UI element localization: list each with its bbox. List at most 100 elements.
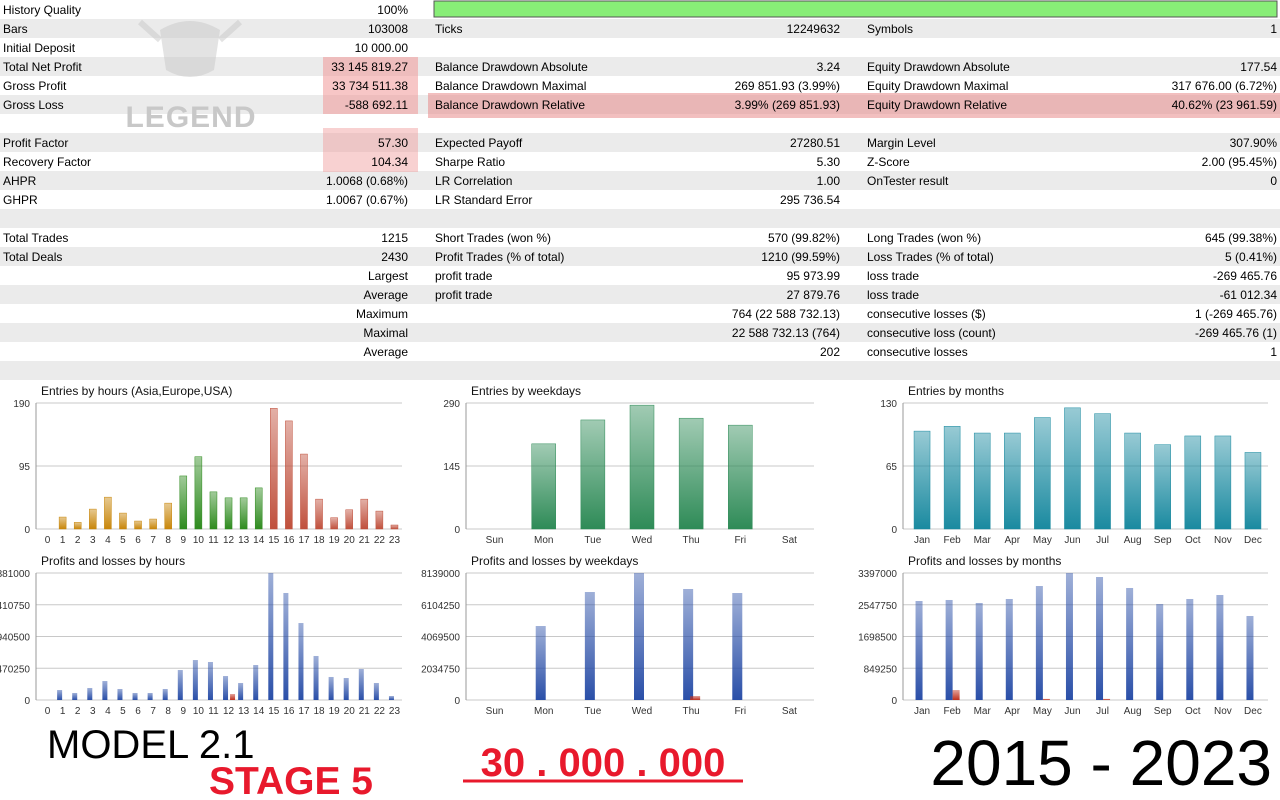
chart-title: Profits and losses by weekdays (471, 554, 638, 568)
y-tick-label: 95 (19, 462, 31, 473)
x-tick-label: 19 (329, 706, 341, 717)
y-tick-label: 290 (443, 399, 460, 410)
x-tick-label: 8 (165, 535, 171, 546)
report-table: History Quality 100% Bars 103008 Ticks 122496… (3, 3, 1277, 359)
bar (194, 456, 203, 530)
y-tick-label: 3397000 (858, 569, 897, 580)
bar (1004, 432, 1021, 530)
x-tick-label: Aug (1124, 535, 1142, 546)
x-tick-label: 21 (359, 535, 371, 546)
loss-bar (1103, 698, 1111, 700)
profit-bar (1035, 586, 1043, 700)
loss-bar (230, 693, 236, 700)
cell-label: Short Trades (won %) (435, 231, 551, 245)
cell-value: 2.00 (95.45%) (1202, 155, 1277, 169)
x-tick-label: 6 (135, 706, 141, 717)
bar (285, 420, 293, 530)
row-background (0, 323, 1280, 342)
cell-value: 57.30 (378, 136, 408, 150)
cell-label: Margin Level (867, 136, 936, 150)
profit-bar (207, 661, 213, 700)
bar (1094, 413, 1111, 530)
highlight (323, 128, 418, 172)
bar (375, 510, 384, 530)
cell-label: Initial Deposit (3, 41, 76, 55)
cell-value: -269 465.76 (1213, 269, 1277, 283)
profit-bar (177, 670, 183, 700)
y-tick-label: 1698500 (858, 633, 897, 644)
row-background (0, 19, 1280, 38)
cell-label: Total Net Profit (3, 60, 82, 74)
cell-value: 0 (1270, 174, 1277, 188)
y-tick-label: 2034750 (421, 664, 460, 675)
y-tick-label: 6104250 (421, 601, 460, 612)
y-tick-label: 0 (454, 525, 460, 536)
stage-label: STAGE 5 (209, 760, 373, 800)
cell-label: Ticks (435, 22, 463, 36)
y-tick-label: 470250 (0, 664, 30, 675)
charts: Entries by hours (Asia,Europe,USA)095190… (0, 384, 1268, 717)
bar (580, 419, 606, 530)
cell-label: LR Correlation (435, 174, 512, 188)
bar (104, 496, 112, 530)
cell-label: Equity Drawdown Absolute (867, 60, 1010, 74)
x-tick-label: Mar (974, 535, 992, 546)
profit-bar (535, 626, 546, 700)
bar (270, 408, 278, 530)
cell-value: -269 465.76 (1) (1195, 326, 1277, 340)
cell-value: 33 734 511.38 (332, 79, 408, 93)
cell-value: 33 145 819.27 (331, 60, 408, 74)
cell-label: Profit Factor (3, 136, 68, 150)
x-tick-label: 1 (60, 706, 66, 717)
x-tick-label: Mar (974, 706, 992, 717)
profit-bar (253, 665, 259, 700)
cell-label: profit trade (435, 269, 493, 283)
x-tick-label: Jun (1064, 535, 1080, 546)
y-tick-label: 8139000 (421, 569, 460, 580)
chart-title: Profits and losses by hours (41, 554, 185, 568)
amount-label: 30 . 000 . 000 (481, 741, 726, 785)
bar (943, 426, 961, 530)
y-tick-label: 145 (443, 462, 460, 473)
cell-value: 202 (820, 345, 840, 359)
y-tick-label: 130 (880, 399, 897, 410)
profit-bar (328, 676, 334, 700)
profit-bar (147, 692, 153, 700)
x-tick-label: 16 (283, 535, 295, 546)
x-tick-label: 14 (253, 535, 265, 546)
profit-bar (132, 692, 138, 700)
profit-bar (223, 676, 229, 700)
profit-bar (373, 682, 379, 700)
cell-label: Bars (3, 22, 28, 36)
x-tick-label: Sun (486, 706, 504, 717)
bar (315, 498, 323, 530)
highlight (323, 57, 418, 114)
cell-value: 5 (0.41%) (1225, 250, 1277, 264)
cell-label: Z-Score (867, 155, 910, 169)
y-tick-label: 2547750 (858, 601, 897, 612)
y-tick-label: 849250 (864, 664, 898, 675)
bar (678, 417, 704, 530)
cell-label: consecutive loss (count) (867, 326, 996, 340)
x-tick-label: 0 (45, 535, 51, 546)
x-tick-label: 22 (374, 706, 386, 717)
bar (58, 516, 67, 530)
x-tick-label: Sat (782, 535, 797, 546)
cell-value: 1 (1270, 22, 1277, 36)
profit-bar (1065, 573, 1073, 700)
cell-value: 100% (377, 3, 408, 17)
x-tick-label: Dec (1244, 706, 1262, 717)
x-tick-label: 21 (359, 706, 371, 717)
y-tick-label: 190 (13, 399, 30, 410)
cell-label: Sharpe Ratio (435, 155, 505, 169)
x-tick-label: Sun (486, 535, 504, 546)
x-tick-label: 15 (268, 535, 280, 546)
period-label: 2015 - 2023 (930, 727, 1272, 799)
chart-title: Entries by hours (Asia,Europe,USA) (41, 384, 232, 398)
row-background (0, 209, 1280, 228)
bar (89, 508, 97, 530)
bar (224, 497, 233, 530)
chart-title: Entries by weekdays (471, 384, 581, 398)
bar (134, 520, 142, 530)
